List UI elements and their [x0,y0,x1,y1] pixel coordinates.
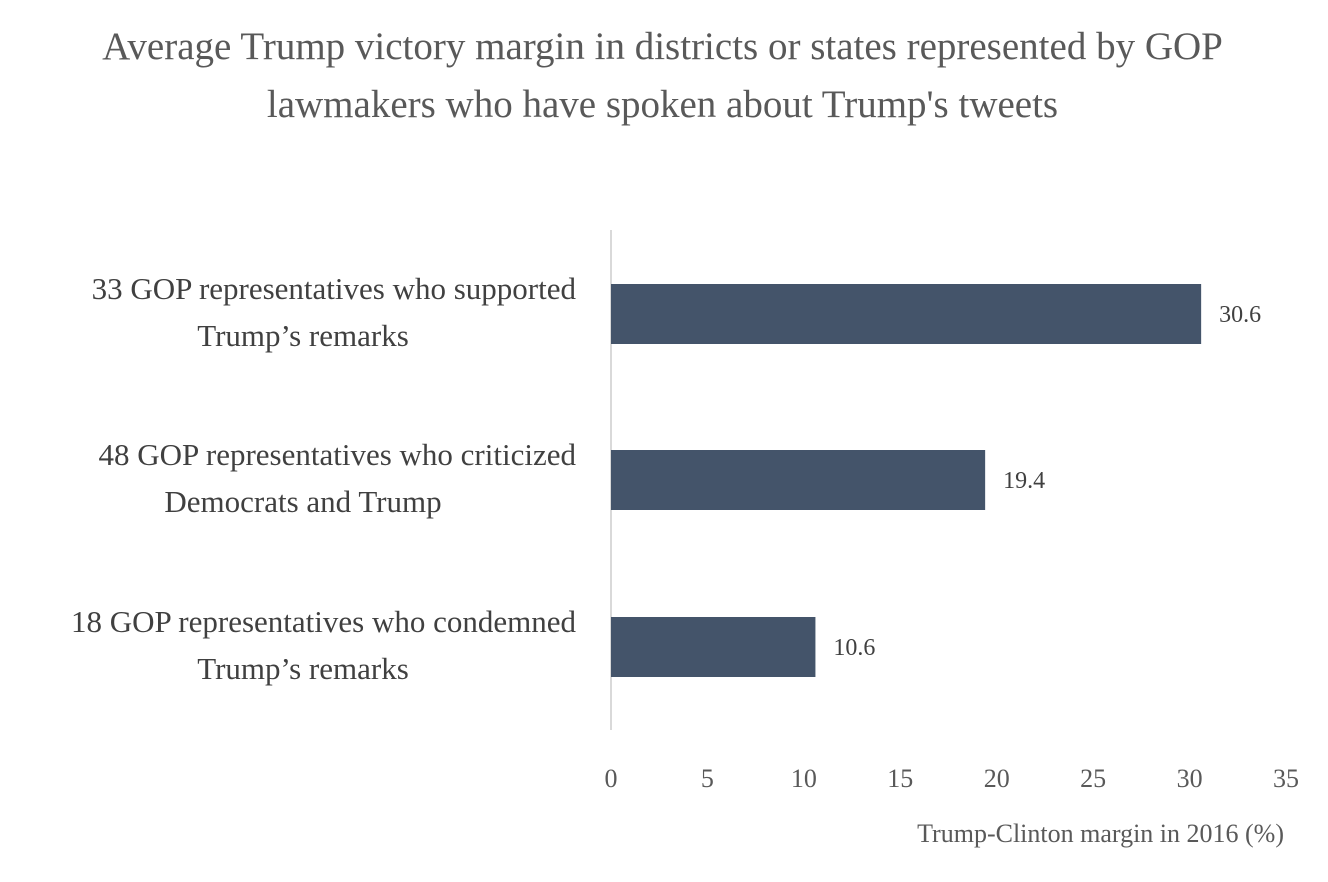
category-label-line: Democrats and Trump [164,484,441,519]
category-label-line: Trump’s remarks [197,651,409,686]
bar-3 [611,617,816,677]
category-label-3: 18 GOP representatives who condemned Trum… [71,604,577,686]
x-axis-title: Trump-Clinton margin in 2016 (%) [917,819,1284,848]
x-tick-label: 5 [701,764,714,793]
category-label-line: 48 GOP representatives who criticized [99,437,577,472]
data-label-1: 30.6 [1219,302,1261,328]
x-tick-label: 10 [791,764,817,793]
category-label-line: Trump’s remarks [197,318,409,353]
x-tick-label: 35 [1273,764,1299,793]
category-label-line: 33 GOP representatives who supported [92,271,577,306]
data-label-3: 10.6 [833,635,875,661]
category-label-1: 33 GOP representatives who supported Trum… [92,271,577,353]
bar-1 [611,284,1202,344]
x-tick-label: 30 [1177,764,1203,793]
x-tick-label: 25 [1080,764,1106,793]
category-label-2: 48 GOP representatives who criticized Dem… [99,437,577,519]
x-tick-label: 20 [984,764,1010,793]
data-label-2: 19.4 [1003,468,1045,494]
chart-title: Average Trump victory margin in district… [102,25,1223,126]
category-label-line: 18 GOP representatives who condemned [71,604,577,639]
bar-2 [611,450,986,510]
x-tick-label: 15 [887,764,913,793]
x-tick-label: 0 [605,764,618,793]
